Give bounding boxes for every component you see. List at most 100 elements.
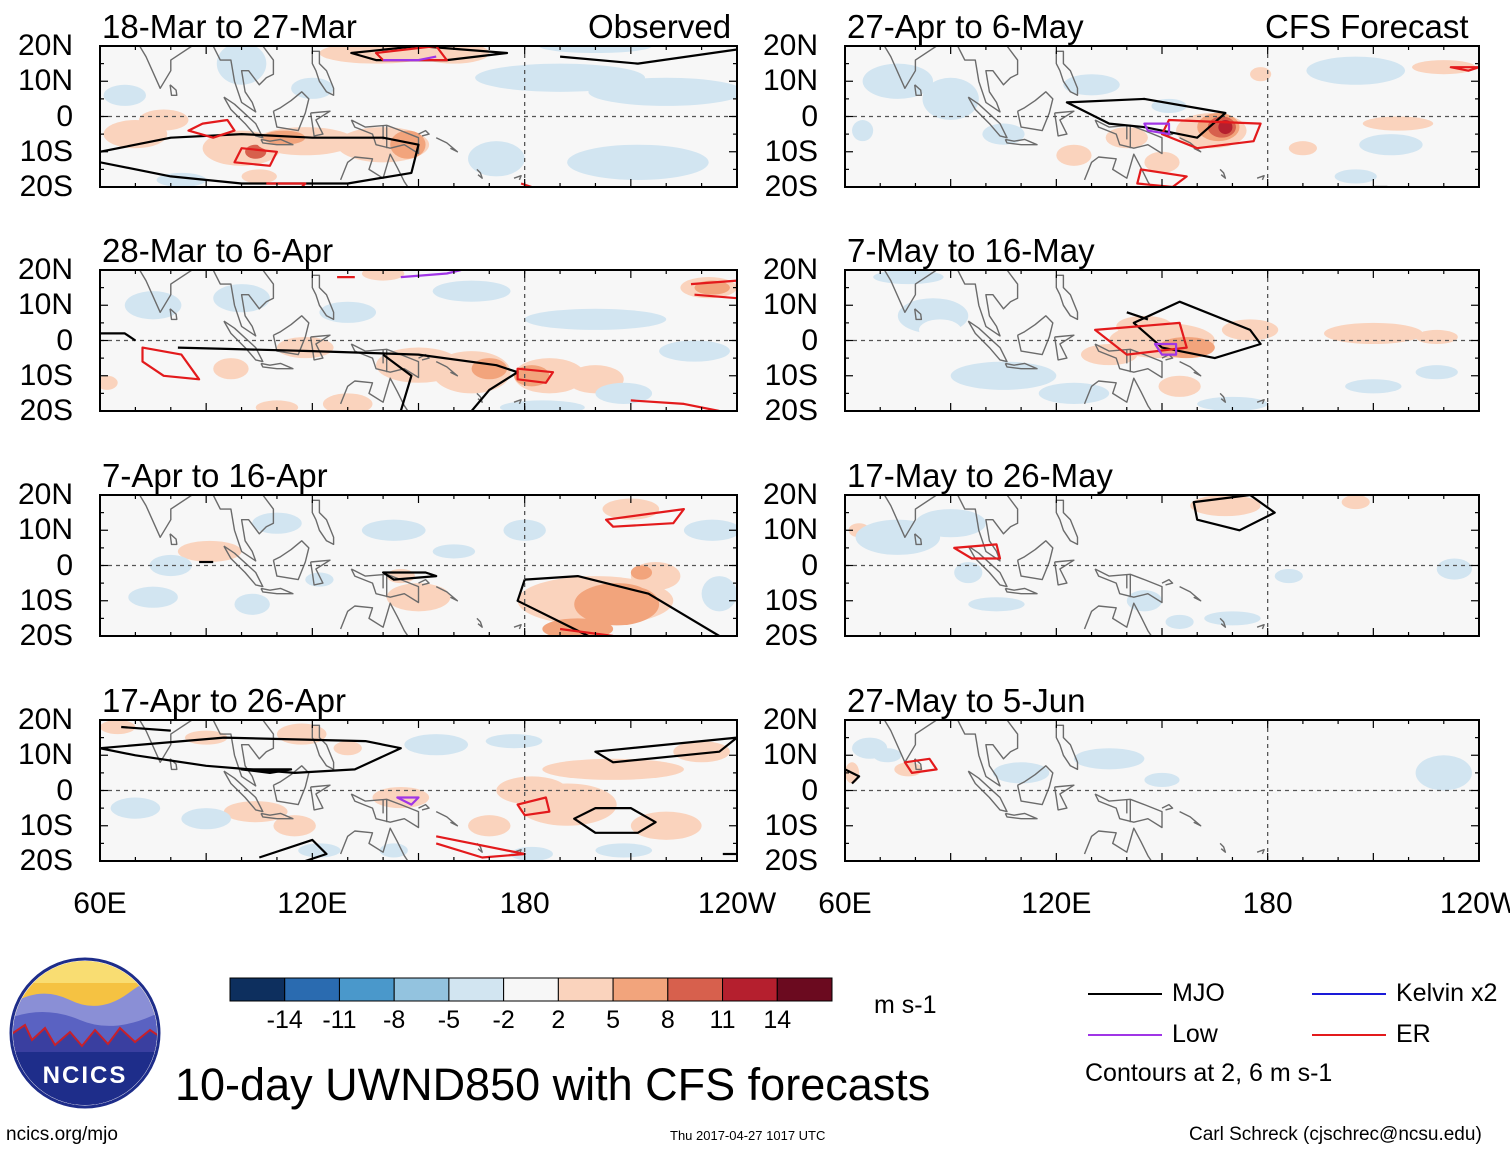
colorbar-label: -5 [437,1006,461,1034]
anomaly-shading [630,565,653,580]
coastline [1053,559,1075,586]
anomaly-shading [223,801,288,823]
anomaly-shading [485,734,543,749]
anomaly-shading [1362,116,1434,131]
coastline [1055,274,1079,321]
coastline [100,270,275,337]
coastline [272,315,310,356]
coastline [1256,174,1265,181]
er-contour [187,118,236,139]
mjo-contour [560,48,737,65]
anomaly-shading [517,783,617,826]
mjo-contour [350,46,509,62]
legend-label: ER [1396,1020,1431,1048]
coastline [339,827,409,861]
coastline [1256,624,1265,630]
coastline [435,360,459,377]
coastline [1016,91,1054,132]
er-contour [630,399,720,411]
lat-tick-label: 10N [762,288,818,322]
anomaly-shading [524,308,667,330]
coastline [348,449,352,456]
anomaly-shading [1415,365,1458,380]
coastline [1219,168,1227,179]
coastline [1004,362,1038,370]
coastline [1219,617,1227,628]
anomaly-shading [542,758,684,780]
colorbar-label: 11 [709,1006,736,1034]
coastline [1179,360,1202,377]
colorbar-label: -11 [322,1006,357,1034]
coastline [1161,353,1174,361]
observed-label: Observed [588,8,732,45]
anomaly-shading [100,375,118,390]
anomaly-shading [177,540,242,562]
coastline [967,96,1008,139]
mjo-contour [1192,495,1276,532]
er-contour [1449,66,1479,72]
anomaly-shading [918,319,962,341]
coastline [272,765,310,806]
coastline [1161,578,1174,586]
anomaly-shading [1038,382,1110,404]
coastline [348,0,352,7]
anomaly-shading [1218,120,1233,135]
coastline [100,495,275,562]
anomaly-shading [1306,56,1406,85]
anomaly-shading [1341,495,1370,510]
anomaly-shading [1144,772,1180,787]
anomaly-shading [922,77,979,121]
lat-tick-label: 10S [19,808,73,842]
coastline [967,770,1008,813]
lat-tick-label: 20N [17,478,73,511]
coastline [1016,540,1054,581]
anomaly-shading [379,843,408,858]
mjo-contour [382,353,413,411]
coastline [1016,315,1054,356]
anomaly-shading [1165,614,1194,629]
anomaly-shading [177,579,207,594]
lon-tick-label: 60E [818,887,872,920]
coastline [100,720,275,787]
coastline [914,308,923,321]
coastline [476,168,483,179]
coastline [1083,377,1152,411]
anomaly-shading [992,762,1050,784]
panels-layer [99,0,1480,862]
coastline [1083,602,1152,636]
anomaly-shading [915,509,986,538]
lon-tick-label: 180 [499,887,550,920]
lat-tick-label: 10S [19,583,73,617]
anomaly-shading [322,393,373,411]
anomaly-shading [1412,60,1476,75]
coastline [1053,784,1075,811]
lat-tick-label: 10N [762,64,818,98]
coastline [1004,138,1038,146]
low-contour [1153,342,1178,356]
coastline [967,545,1008,588]
anomaly-shading [1288,141,1317,156]
anomaly-shading [968,597,1025,612]
coastline [1256,849,1265,855]
map-panel [844,224,1480,412]
coastline [1092,224,1096,231]
anomaly-shading [255,400,299,411]
anomaly-shading [149,554,193,577]
coastline [260,587,294,595]
coastline [1092,449,1096,456]
colorbar-units: m s-1 [874,991,937,1019]
anomaly-shading [468,141,525,177]
coastline [435,585,459,602]
legend-label: Low [1172,1020,1218,1048]
panel-title: 7-Apr to 16-Apr [102,457,328,494]
coastline [513,399,522,405]
coastline [476,617,483,628]
contour-note: Contours at 2, 6 m s-1 [1085,1059,1333,1087]
anomaly-shading [574,583,660,626]
anomaly-shading [138,109,189,131]
er-contour [604,508,686,528]
anomaly-shading [683,519,737,541]
coastline [1179,585,1202,602]
lat-tick-label: 20S [19,619,73,652]
